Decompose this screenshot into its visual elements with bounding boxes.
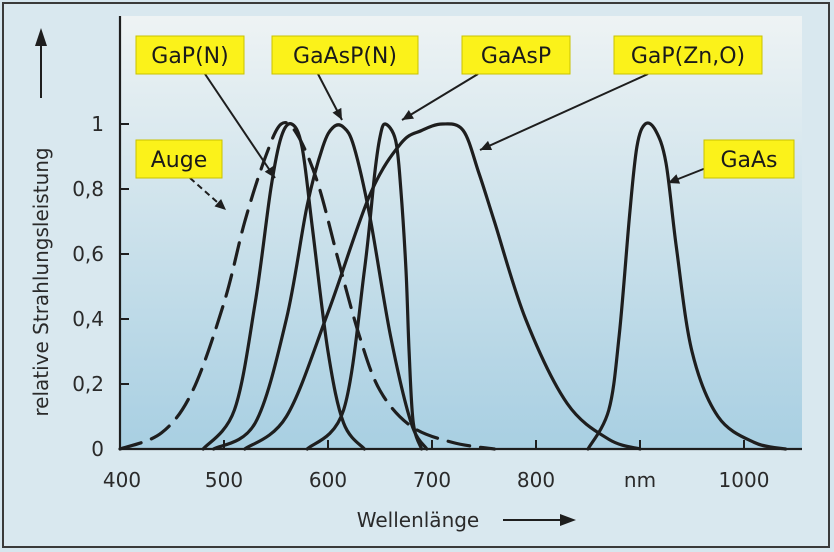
curve-gaasp [305, 122, 424, 451]
label-auge: Auge [151, 148, 208, 173]
x-tick-label: 400 [103, 468, 141, 492]
label-box-gaasp-n [271, 35, 419, 75]
pointer-head-auge [214, 199, 226, 210]
x-tick-label: 600 [309, 468, 347, 492]
curve-gap-zn-o [243, 122, 642, 451]
label-box-auge [135, 139, 223, 179]
curve-gap-n [201, 122, 366, 451]
pointer-head-gaas [668, 174, 681, 184]
pointer-gaasp [401, 73, 479, 121]
label-gaasp: GaAsP [481, 44, 551, 69]
curve-gaas [586, 121, 788, 451]
pointer-gap-n [204, 73, 276, 179]
pointer-head-gaasp-n [332, 107, 342, 120]
y-tick-label: 0,2 [72, 372, 104, 396]
label-gap-n: GaP(N) [151, 44, 228, 69]
curve-auge [118, 120, 496, 451]
label-box-gaasp [461, 35, 571, 75]
y-tick-label: 0,6 [72, 242, 104, 266]
curves-group [118, 120, 788, 451]
label-box-gaas [703, 139, 795, 179]
axes-group: 400 500 600 700 800 nm 1000 0 0,2 0,4 0,6 0,8 1 Welle… [29, 16, 802, 532]
x-tick-label: 800 [517, 468, 555, 492]
pointer-head-gap-n [264, 166, 275, 178]
labels-group: GaP(N) GaAsP(N) GaAsP GaP(Zn,O) Auge GaAs [135, 35, 795, 211]
x-axis-title: Wellenlänge [357, 508, 480, 532]
y-tick-label: 1 [91, 112, 104, 136]
y-tick-label: 0 [91, 437, 104, 461]
x-tick-label: 500 [205, 468, 243, 492]
y-tick-label: 0,8 [72, 177, 104, 201]
x-tick-label: nm [624, 468, 656, 492]
y-axis-arrow-head [35, 28, 47, 46]
plot-area [120, 16, 802, 449]
label-box-gap-n [135, 35, 245, 75]
y-axis-title: relative Strahlungsleistung [29, 147, 53, 416]
curve-gaasp-n [212, 123, 429, 451]
pointer-head-gap-zn-o [480, 140, 493, 150]
label-gaas: GaAs [720, 148, 777, 173]
label-box-gap-zn-o [613, 35, 763, 75]
x-axis-arrow-head [560, 514, 576, 526]
label-gaasp-n: GaAsP(N) [293, 44, 397, 69]
x-tick-label: 1000 [719, 468, 770, 492]
pointer-gap-zn-o [479, 73, 649, 151]
pointer-head-gaasp [402, 110, 414, 120]
label-gap-zn-o: GaP(Zn,O) [631, 44, 745, 69]
y-tick-label: 0,4 [72, 307, 104, 331]
x-tick-label: 700 [413, 468, 451, 492]
